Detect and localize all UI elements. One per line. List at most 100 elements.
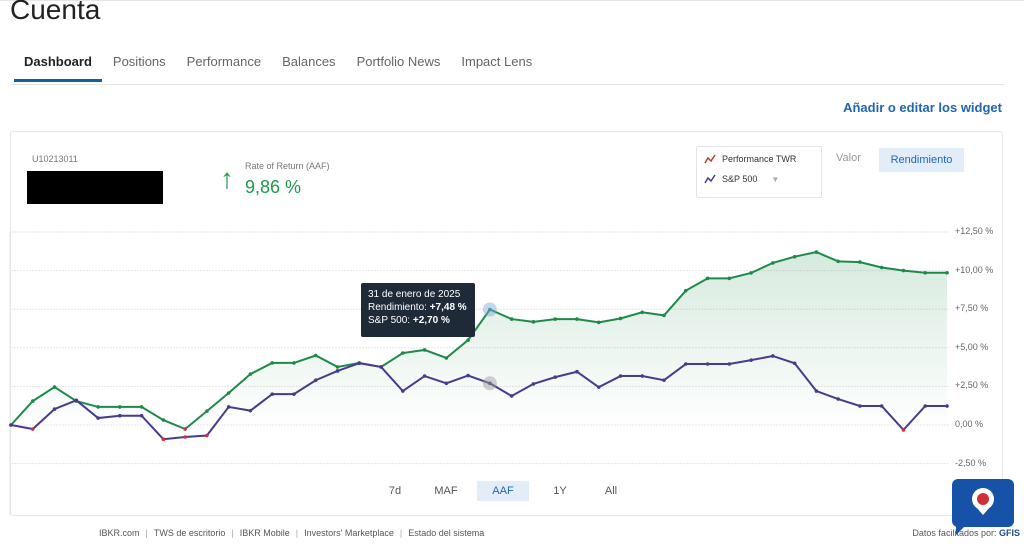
data-point[interactable] bbox=[531, 382, 536, 386]
data-point[interactable] bbox=[357, 361, 362, 366]
legend-item-sp500[interactable]: S&P 500 ▼ bbox=[704, 174, 779, 184]
data-point[interactable] bbox=[575, 369, 579, 374]
data-point[interactable] bbox=[466, 338, 470, 342]
data-point[interactable] bbox=[335, 365, 340, 369]
data-point[interactable] bbox=[335, 369, 340, 373]
data-point[interactable] bbox=[270, 392, 275, 396]
data-point[interactable] bbox=[553, 317, 557, 321]
data-point[interactable] bbox=[596, 320, 601, 325]
data-point[interactable] bbox=[836, 259, 840, 264]
data-point[interactable] bbox=[488, 307, 492, 312]
data-point[interactable] bbox=[422, 348, 427, 352]
tab-positions[interactable]: Positions bbox=[112, 54, 166, 69]
data-point[interactable] bbox=[30, 399, 35, 403]
data-point[interactable] bbox=[205, 409, 209, 413]
footer-link-mobile[interactable]: IBKR Mobile bbox=[239, 528, 290, 538]
data-point[interactable] bbox=[161, 437, 166, 442]
data-point[interactable] bbox=[9, 423, 13, 427]
data-point[interactable] bbox=[139, 405, 144, 409]
data-point[interactable] bbox=[52, 385, 57, 389]
valor-toggle[interactable]: Valor bbox=[836, 152, 861, 164]
data-point[interactable] bbox=[205, 433, 209, 438]
data-point[interactable] bbox=[379, 365, 383, 369]
data-point[interactable] bbox=[248, 372, 253, 376]
data-point[interactable] bbox=[640, 310, 645, 315]
data-point[interactable] bbox=[662, 378, 666, 383]
data-point[interactable] bbox=[96, 416, 100, 420]
data-point[interactable] bbox=[292, 361, 296, 365]
chat-support-button[interactable] bbox=[952, 479, 1014, 535]
data-point[interactable] bbox=[901, 428, 906, 432]
range-maf[interactable]: MAF bbox=[434, 485, 458, 497]
data-point[interactable] bbox=[923, 270, 928, 275]
data-point[interactable] bbox=[118, 405, 122, 409]
data-point[interactable] bbox=[749, 358, 753, 362]
data-point[interactable] bbox=[879, 404, 884, 408]
range-1y[interactable]: 1Y bbox=[553, 485, 567, 497]
legend-item-performance[interactable]: Performance TWR bbox=[704, 154, 796, 164]
data-point[interactable] bbox=[531, 320, 536, 324]
data-point[interactable] bbox=[618, 316, 623, 321]
data-point[interactable] bbox=[596, 385, 601, 389]
footer-link-status[interactable]: Estado del sistema bbox=[408, 528, 485, 538]
range-all[interactable]: All bbox=[604, 485, 618, 497]
data-point[interactable] bbox=[945, 404, 949, 408]
data-point[interactable] bbox=[792, 361, 797, 366]
data-point[interactable] bbox=[792, 254, 797, 259]
data-point[interactable] bbox=[444, 381, 449, 386]
data-point[interactable] bbox=[879, 265, 884, 270]
tab-balances[interactable]: Balances bbox=[282, 54, 336, 69]
data-point[interactable] bbox=[618, 374, 623, 378]
data-point[interactable] bbox=[183, 435, 187, 439]
data-point[interactable] bbox=[553, 375, 557, 379]
data-point[interactable] bbox=[292, 392, 296, 396]
data-point[interactable] bbox=[488, 381, 492, 386]
tab-performance[interactable]: Performance bbox=[186, 54, 262, 69]
data-point[interactable] bbox=[640, 374, 645, 378]
data-point[interactable] bbox=[466, 373, 470, 378]
data-point[interactable] bbox=[814, 250, 819, 254]
data-point[interactable] bbox=[923, 404, 928, 408]
data-point[interactable] bbox=[139, 413, 144, 418]
data-point[interactable] bbox=[771, 354, 775, 358]
footer-link-tws[interactable]: TWS de escritorio bbox=[153, 528, 226, 538]
data-point[interactable] bbox=[226, 391, 231, 395]
data-point[interactable] bbox=[313, 378, 318, 383]
data-point[interactable] bbox=[313, 353, 318, 358]
data-point[interactable] bbox=[683, 288, 688, 293]
data-point[interactable] bbox=[836, 397, 840, 401]
data-point[interactable] bbox=[401, 389, 405, 393]
data-point[interactable] bbox=[858, 404, 862, 408]
data-point[interactable] bbox=[575, 317, 579, 321]
data-point[interactable] bbox=[183, 427, 187, 431]
data-point[interactable] bbox=[118, 413, 122, 418]
data-point[interactable] bbox=[509, 394, 514, 398]
data-point[interactable] bbox=[422, 374, 427, 378]
data-point[interactable] bbox=[727, 362, 732, 366]
data-point[interactable] bbox=[683, 362, 688, 366]
data-point[interactable] bbox=[74, 398, 79, 403]
data-point[interactable] bbox=[444, 356, 449, 360]
data-point[interactable] bbox=[705, 362, 710, 366]
rendimiento-toggle[interactable]: Rendimiento bbox=[879, 148, 964, 172]
data-point[interactable] bbox=[727, 276, 732, 281]
data-point[interactable] bbox=[814, 389, 819, 393]
data-point[interactable] bbox=[858, 260, 862, 264]
tab-dashboard[interactable]: Dashboard bbox=[14, 52, 102, 82]
dropdown-caret-icon[interactable]: ▼ bbox=[771, 174, 780, 184]
data-point[interactable] bbox=[52, 407, 57, 411]
data-point[interactable] bbox=[705, 276, 710, 281]
data-point[interactable] bbox=[161, 418, 166, 422]
add-edit-widget-link[interactable]: Añadir o editar los widget bbox=[843, 100, 1002, 115]
data-point[interactable] bbox=[226, 405, 231, 409]
data-point[interactable] bbox=[662, 313, 666, 318]
data-point[interactable] bbox=[248, 408, 253, 413]
footer-link-marketplace[interactable]: Investors' Marketplace bbox=[304, 528, 394, 538]
tab-portfolio-news[interactable]: Portfolio News bbox=[356, 54, 441, 69]
range-7d[interactable]: 7d bbox=[388, 485, 402, 497]
data-point[interactable] bbox=[509, 317, 514, 321]
data-point[interactable] bbox=[771, 261, 775, 265]
tab-impact-lens[interactable]: Impact Lens bbox=[461, 54, 533, 69]
data-point[interactable] bbox=[901, 268, 906, 273]
data-point[interactable] bbox=[30, 427, 35, 431]
